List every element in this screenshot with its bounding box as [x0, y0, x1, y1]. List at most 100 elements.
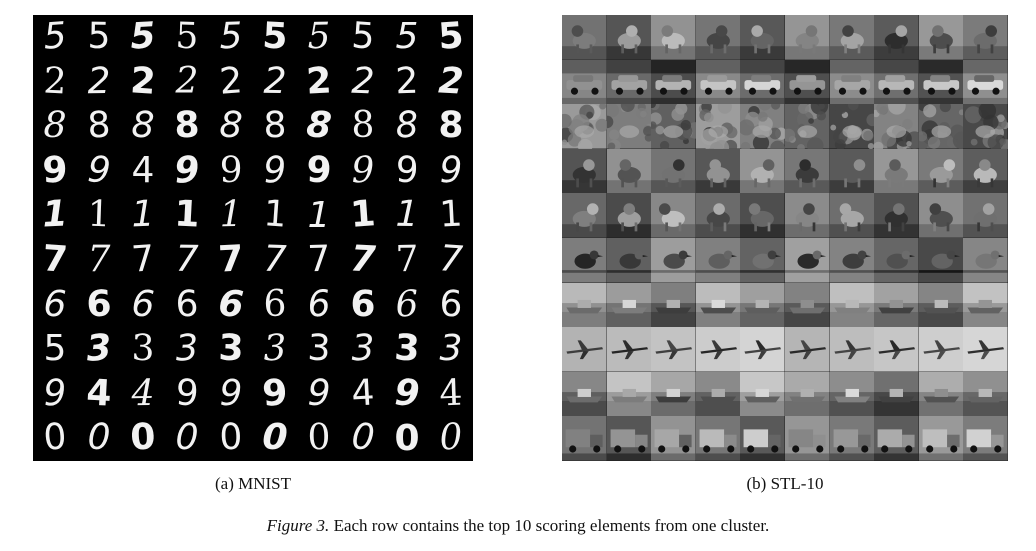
mnist-digit: 1	[349, 193, 377, 237]
mnist-digit: 8	[218, 104, 244, 148]
stl-thumbnail	[606, 148, 652, 194]
mnist-digit: 5	[87, 16, 111, 58]
stl10-image-grid	[562, 15, 1008, 461]
mnist-digit: 9	[173, 149, 201, 192]
mnist-digit: 6	[350, 283, 376, 326]
mnist-digit: 6	[130, 283, 156, 326]
mnist-digit: 4	[438, 372, 464, 415]
mnist-digit: 2	[263, 60, 287, 103]
stl-thumbnail	[963, 59, 1008, 105]
mnist-digit: 7	[306, 238, 332, 281]
stl-thumbnail	[695, 327, 741, 372]
mnist-digit: 9	[42, 372, 68, 415]
mnist-digit: 2	[394, 60, 420, 103]
stl-thumbnail	[918, 416, 964, 461]
stl-thumbnail	[829, 282, 875, 328]
stl-thumbnail	[695, 237, 741, 283]
stl-thumbnail	[829, 416, 875, 461]
stl-thumbnail	[874, 193, 919, 238]
mnist-digit: 1	[86, 194, 112, 237]
mnist-digit: 9	[261, 372, 289, 415]
stl-thumbnail	[740, 15, 785, 60]
mnist-digit: 6	[263, 283, 287, 325]
mnist-digit: 8	[351, 105, 375, 147]
mnist-digit: 6	[217, 283, 245, 326]
subcaption-mnist: (a) MNIST	[214, 474, 291, 493]
stl-thumbnail	[918, 327, 964, 372]
mnist-digit: 0	[174, 417, 200, 460]
stl-thumbnail	[562, 15, 607, 60]
mnist-digit: 9	[219, 373, 243, 415]
figure-caption: Figure 3. Each row contains the top 10 s…	[0, 516, 1036, 536]
stl-thumbnail	[562, 416, 607, 461]
stl-thumbnail	[695, 15, 741, 60]
stl-thumbnail	[829, 59, 875, 105]
stl-thumbnail	[740, 148, 785, 194]
stl-thumbnail	[606, 59, 652, 105]
mnist-digit: 9	[219, 149, 243, 192]
mnist-digit: 5	[42, 15, 68, 59]
mnist-digit: 3	[131, 328, 155, 370]
mnist-digit: 5	[307, 16, 331, 58]
mnist-digit: 2	[129, 60, 157, 103]
mnist-digit: 3	[174, 327, 200, 371]
stl-thumbnail	[562, 282, 607, 328]
mnist-digit: 2	[437, 60, 465, 103]
mnist-digit: 9	[350, 149, 376, 192]
mnist-digit: 1	[438, 194, 464, 237]
mnist-digit: 2	[42, 60, 68, 103]
stl-thumbnail	[963, 327, 1008, 372]
mnist-digit: 1	[130, 194, 156, 237]
stl-thumbnail	[606, 327, 652, 372]
mnist-digit: 7	[175, 239, 199, 281]
stl-thumbnail	[918, 148, 964, 194]
stl-thumbnail	[874, 282, 919, 328]
mnist-digit: 3	[393, 327, 421, 371]
stl-thumbnail	[651, 148, 696, 194]
stl-thumbnail	[918, 282, 964, 328]
mnist-digit: 9	[42, 149, 68, 192]
mnist-digit: 9	[174, 372, 200, 415]
mnist-digit: 8	[173, 105, 201, 147]
stl-thumbnail	[562, 104, 607, 149]
mnist-digit: 2	[87, 60, 111, 103]
mnist-digit: 8	[263, 105, 287, 147]
stl-thumbnail	[963, 15, 1008, 60]
stl-thumbnail	[963, 148, 1008, 194]
stl-thumbnail	[695, 59, 741, 105]
stl-thumbnail	[606, 15, 652, 60]
stl-thumbnail	[784, 416, 830, 461]
stl-thumbnail	[784, 148, 830, 194]
mnist-digit: 0	[218, 417, 244, 460]
stl-thumbnail	[918, 15, 964, 60]
stl-thumbnail	[963, 193, 1008, 238]
mnist-digit: 0	[307, 417, 331, 459]
stl-thumbnail	[918, 237, 964, 283]
stl-thumbnail	[606, 193, 652, 238]
mnist-digit: 5	[129, 15, 157, 58]
stl-thumbnail	[651, 327, 696, 372]
stl-thumbnail	[874, 15, 919, 60]
stl-thumbnail	[740, 416, 785, 461]
stl-thumbnail	[963, 371, 1008, 417]
stl-thumbnail	[651, 416, 696, 461]
mnist-digit: 7	[130, 238, 156, 282]
stl-thumbnail	[562, 193, 607, 238]
stl-thumbnail	[963, 416, 1008, 461]
stl-thumbnail	[651, 15, 696, 60]
mnist-digit: 7	[262, 238, 288, 281]
mnist-digit: 5	[218, 15, 244, 58]
stl-thumbnail	[695, 193, 741, 238]
stl-thumbnail	[651, 371, 696, 417]
stl-thumbnail	[606, 282, 652, 328]
stl-thumbnail	[874, 371, 919, 417]
stl-thumbnail	[918, 104, 964, 149]
mnist-digit: 8	[86, 104, 112, 148]
stl-thumbnail	[918, 193, 964, 238]
stl-thumbnail	[695, 148, 741, 194]
mnist-digit: 6	[85, 283, 113, 326]
stl-thumbnail	[829, 104, 875, 149]
stl-thumbnail	[651, 59, 696, 105]
stl-thumbnail	[740, 59, 785, 105]
